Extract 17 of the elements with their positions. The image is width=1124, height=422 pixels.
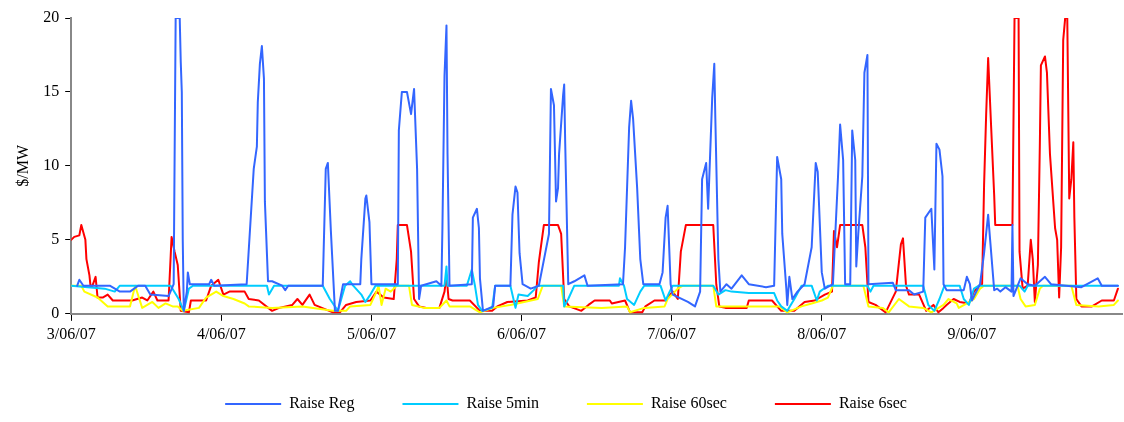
y-tick-label: 0 [51, 304, 60, 321]
y-tick-label: 20 [43, 8, 60, 26]
legend-label: Raise Reg [289, 394, 355, 413]
x-tick-label: 3/06/07 [46, 324, 96, 342]
y-tick-label: 15 [43, 82, 60, 100]
y-tick-label: 10 [43, 156, 60, 174]
x-tick-label: 8/06/07 [797, 324, 847, 342]
x-tick-label: 5/06/07 [346, 324, 396, 342]
x-tick-label: 7/06/07 [647, 324, 697, 342]
legend-label: Raise 6sec [838, 394, 907, 412]
legend-label: Raise 5min [466, 394, 539, 412]
legend-label: Raise 60sec [650, 394, 727, 412]
x-tick-label: 9/06/07 [947, 324, 997, 342]
y-tick-label: 5 [51, 230, 60, 248]
x-tick-label: 6/06/07 [497, 324, 546, 342]
x-tick-label: 4/06/07 [196, 324, 246, 342]
y-axis-title: $/MW [13, 144, 31, 187]
